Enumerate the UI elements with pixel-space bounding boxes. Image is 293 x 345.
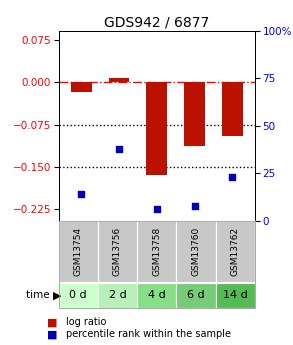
Bar — [109, 78, 130, 82]
Text: 14 d: 14 d — [223, 290, 248, 300]
Point — [117, 146, 121, 151]
Bar — [71, 82, 92, 92]
Point — [154, 207, 159, 212]
Text: GSM13756: GSM13756 — [113, 227, 122, 276]
Text: percentile rank within the sample: percentile rank within the sample — [66, 329, 231, 339]
Text: GSM13754: GSM13754 — [74, 227, 83, 276]
Bar — [146, 82, 167, 176]
Text: log ratio: log ratio — [66, 317, 106, 327]
Point — [192, 203, 197, 208]
Text: ■: ■ — [47, 329, 57, 339]
Text: GSM13762: GSM13762 — [231, 227, 240, 276]
Text: 0 d: 0 d — [69, 290, 87, 300]
Text: ▶: ▶ — [53, 290, 61, 300]
Text: 6 d: 6 d — [187, 290, 205, 300]
Text: 4 d: 4 d — [148, 290, 166, 300]
Text: GSM13760: GSM13760 — [192, 227, 200, 276]
Bar — [222, 82, 243, 136]
Point — [79, 191, 84, 197]
Bar — [184, 82, 205, 146]
Point — [230, 175, 235, 180]
Text: ■: ■ — [47, 317, 57, 327]
Title: GDS942 / 6877: GDS942 / 6877 — [104, 16, 209, 30]
Text: time: time — [26, 290, 53, 300]
Text: GSM13758: GSM13758 — [152, 227, 161, 276]
Text: 2 d: 2 d — [109, 290, 126, 300]
